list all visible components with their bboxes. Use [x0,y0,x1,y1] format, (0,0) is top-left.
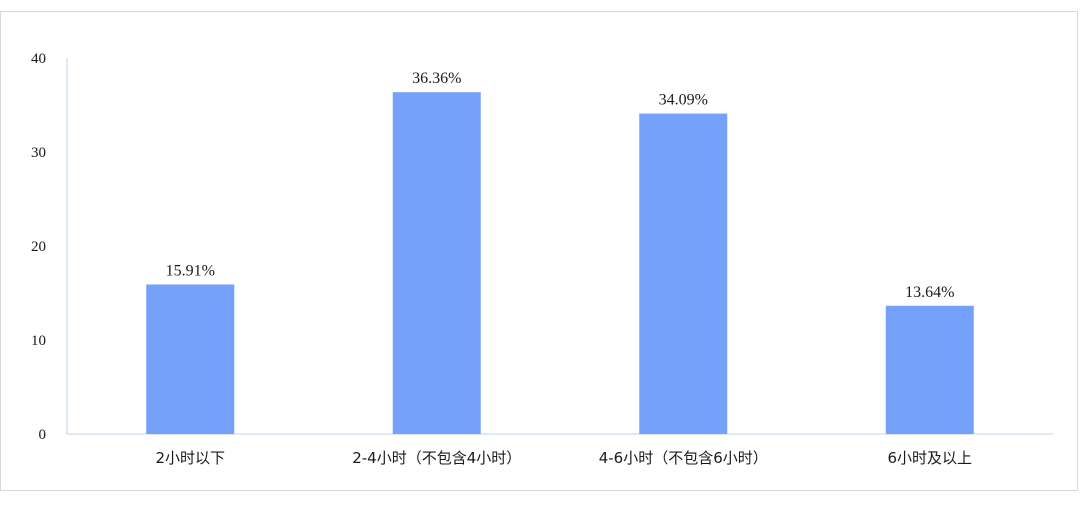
x-tick-label: 2小时以下 [155,449,225,467]
bar [885,305,974,434]
bar [146,284,235,434]
bar-value-label: 13.64% [905,284,954,301]
bar [392,92,481,434]
y-tick-label: 40 [31,51,46,67]
x-tick-label: 6小时及以上 [887,449,972,467]
bars [146,92,974,434]
bar-value-label: 36.36% [412,70,461,87]
y-tick-label: 20 [31,239,46,255]
bar-value-label: 15.91% [166,262,215,279]
bar-value-label: 34.09% [659,92,708,109]
y-tick-label: 30 [31,145,46,161]
bar [639,113,728,434]
data-labels: 15.91% 36.36% 34.09% 13.64% [166,70,955,301]
x-tick-label: 4-6小时（不包含6小时） [599,449,768,467]
x-axis-categories: 2小时以下 2-4小时（不包含4小时） 4-6小时（不包含6小时） 6小时及以上 [155,449,972,467]
y-tick-label: 10 [31,333,46,349]
x-tick-label: 2-4小时（不包含4小时） [352,449,521,467]
y-tick-label: 0 [39,427,47,443]
